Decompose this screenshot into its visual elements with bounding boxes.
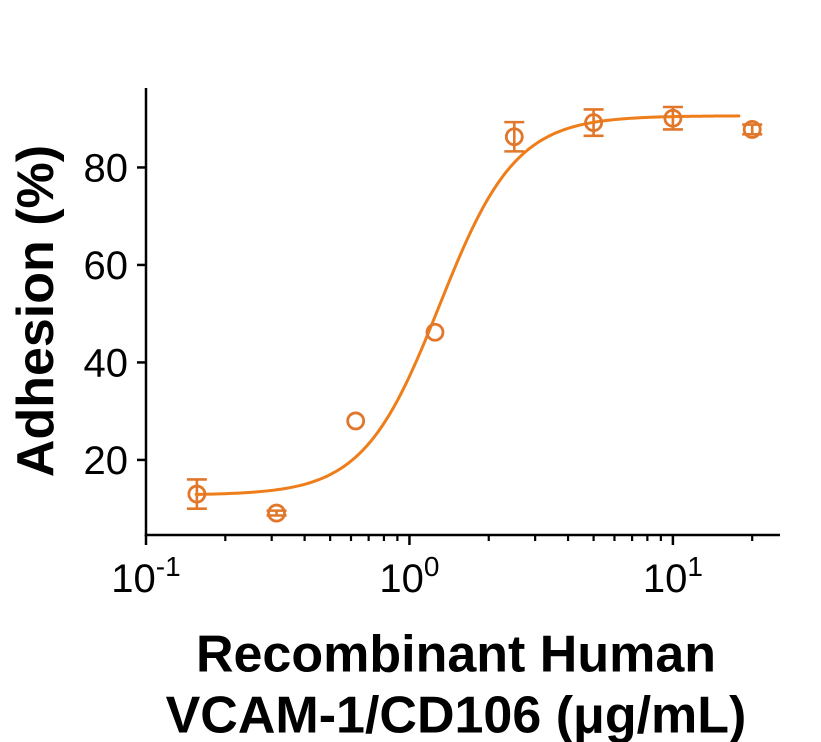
x-tick-label: 10-1 xyxy=(111,551,180,601)
y-axis-title: Adhesion (%) xyxy=(7,144,65,478)
data-point xyxy=(504,127,524,147)
fit-curve xyxy=(194,114,741,496)
y-tick-label: 80 xyxy=(84,146,129,190)
y-tick-label: 40 xyxy=(84,341,129,385)
data-point xyxy=(346,411,366,431)
x-tick-label: 100 xyxy=(379,551,439,601)
data-point xyxy=(267,503,286,523)
data-point xyxy=(425,322,445,342)
data-point xyxy=(584,113,603,133)
x-axis-title: Recombinant Human VCAM-1/CD106 (μg/mL) xyxy=(166,625,747,742)
data-point xyxy=(663,108,683,128)
data-point xyxy=(187,484,207,504)
x-axis-title-line-2: VCAM-1/CD106 (μg/mL) xyxy=(165,687,747,742)
y-tick-label: 20 xyxy=(84,439,129,483)
x-axis-title-line-1: Recombinant Human xyxy=(195,625,717,684)
y-tick-label: 60 xyxy=(84,244,129,288)
data-point xyxy=(742,120,762,139)
x-tick-label: 101 xyxy=(643,551,703,601)
